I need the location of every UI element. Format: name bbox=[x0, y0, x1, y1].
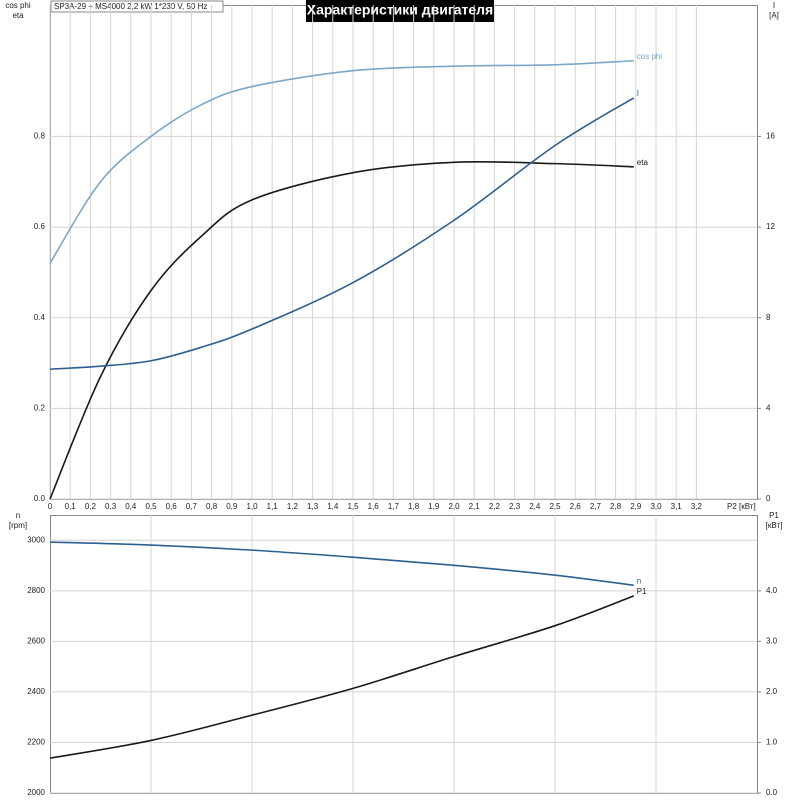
y-tick-label: 3000 bbox=[27, 535, 45, 544]
series-line bbox=[49, 595, 635, 759]
x-tick-label: 2,4 bbox=[529, 502, 541, 511]
x-tick-label: 1,0 bbox=[246, 502, 258, 511]
x-tick-label: 0 bbox=[48, 502, 53, 511]
x-tick-label: 0,4 bbox=[125, 502, 137, 511]
x-tick-label: 1,8 bbox=[408, 502, 420, 511]
x-tick-label: 3,0 bbox=[650, 502, 662, 511]
y-axis-label: eta bbox=[12, 11, 24, 20]
x-tick-label: 2,5 bbox=[549, 502, 561, 511]
y-tick-label: 2400 bbox=[27, 687, 45, 696]
y-tick-label: 0.4 bbox=[34, 313, 46, 322]
y2-tick-label: 0 bbox=[766, 494, 771, 503]
x-tick-label: 0,7 bbox=[186, 502, 198, 511]
x-tick-label: 2,8 bbox=[610, 502, 622, 511]
y2-tick-label: 0.0 bbox=[766, 788, 778, 797]
x-tick-label: 1,9 bbox=[428, 502, 440, 511]
y-axis-label: [rpm] bbox=[9, 521, 27, 530]
x-tick-label: 0,2 bbox=[85, 502, 97, 511]
x-tick-label: 1,3 bbox=[307, 502, 319, 511]
series-label: n bbox=[637, 576, 641, 585]
x-tick-label: 1,1 bbox=[267, 502, 279, 511]
y-tick-label: 0.2 bbox=[34, 403, 46, 412]
y2-tick-label: 8 bbox=[766, 313, 771, 322]
x-tick-label: 2,2 bbox=[489, 502, 501, 511]
frame bbox=[50, 515, 758, 794]
x-tick-label: 1,2 bbox=[287, 502, 299, 511]
y2-axis-label: I bbox=[773, 1, 775, 10]
y2-tick-label: 4.0 bbox=[766, 586, 778, 595]
x-tick-label: 2,1 bbox=[469, 502, 481, 511]
x-tick-label: 3,1 bbox=[671, 502, 683, 511]
y2-tick-label: 16 bbox=[766, 132, 775, 141]
y-tick-label: 2600 bbox=[27, 636, 45, 645]
series-line bbox=[49, 541, 634, 587]
x-tick-label: 2,0 bbox=[448, 502, 460, 511]
series-label: I bbox=[637, 89, 639, 98]
x-tick-label: 1,4 bbox=[327, 502, 339, 511]
y2-tick-label: 2.0 bbox=[766, 687, 778, 696]
x-tick-label: 1,5 bbox=[347, 502, 359, 511]
series-line bbox=[49, 160, 634, 500]
y2-axis-label: [A] bbox=[769, 11, 779, 20]
y2-tick-label: 1.0 bbox=[766, 738, 778, 747]
series-line bbox=[49, 59, 634, 264]
y-tick-label: 2000 bbox=[27, 788, 45, 797]
x-tick-label: 2,7 bbox=[590, 502, 602, 511]
y-tick-label: 0.6 bbox=[34, 222, 46, 231]
x-tick-label: 0,8 bbox=[206, 502, 218, 511]
y2-tick-label: 4 bbox=[766, 403, 771, 412]
y-tick-label: 0.0 bbox=[34, 494, 46, 503]
y2-tick-label: 12 bbox=[766, 222, 775, 231]
y-tick-label: 2200 bbox=[27, 738, 45, 747]
x-tick-label: 1,6 bbox=[368, 502, 380, 511]
y2-axis-label: P1 bbox=[769, 511, 779, 520]
y-axis-label: n bbox=[16, 511, 20, 520]
x-tick-label: 0,9 bbox=[226, 502, 238, 511]
info-box bbox=[50, 0, 224, 13]
x-tick-label: 0,1 bbox=[65, 502, 77, 511]
series-line bbox=[49, 97, 635, 370]
x-tick-label: 2,3 bbox=[509, 502, 521, 511]
y-tick-label: 2800 bbox=[27, 586, 45, 595]
x-axis-label: P2 [кВт] bbox=[727, 502, 756, 511]
y-axis-label: cos phi bbox=[5, 1, 31, 10]
x-tick-label: 3,2 bbox=[691, 502, 703, 511]
x-tick-label: 0,3 bbox=[105, 502, 117, 511]
x-tick-label: 0,6 bbox=[166, 502, 178, 511]
x-tick-label: 0,5 bbox=[145, 502, 157, 511]
y2-axis-label: [кВт] bbox=[766, 521, 783, 530]
series-label: cos phi bbox=[637, 52, 663, 61]
x-tick-label: 2,9 bbox=[630, 502, 642, 511]
x-tick-label: 1,7 bbox=[388, 502, 400, 511]
x-tick-label: 2,6 bbox=[570, 502, 582, 511]
y-tick-label: 0.8 bbox=[34, 132, 46, 141]
series-label: P1 bbox=[637, 587, 647, 596]
chart-title: Характеристики двигателя bbox=[307, 2, 493, 18]
y2-tick-label: 3.0 bbox=[766, 636, 778, 645]
series-label: eta bbox=[637, 158, 649, 167]
